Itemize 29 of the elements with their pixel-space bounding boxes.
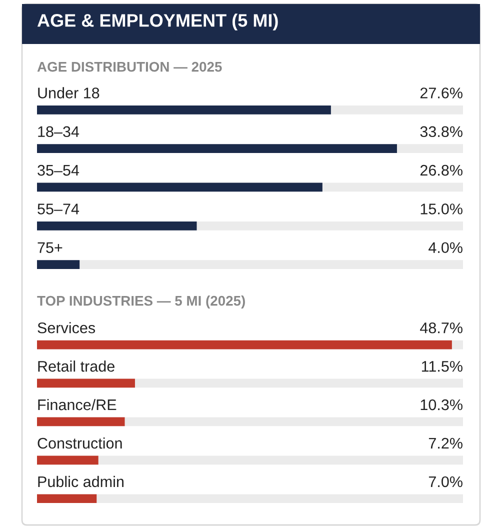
y-tick-label: 55–74 [38,204,80,214]
y-tick-label: 75+ [38,242,62,254]
y-tick-label: Retail trade [38,360,114,372]
data-label: 11.5% [422,361,462,372]
chart-title: TOP INDUSTRIES — 5 MI (2025) [37,296,245,308]
chart-title: AGE & EMPLOYMENT (5 MI) [37,14,278,30]
y-tick-label: Services [38,322,96,334]
y-tick-label: Finance/RE [38,398,116,410]
data-label: 10.3% [420,399,462,410]
bar [37,456,98,465]
data-label: 15.0% [420,204,462,214]
y-tick-label: Construction [38,437,122,449]
y-tick-label: Public admin [38,476,124,488]
data-label: 7.0% [428,476,462,488]
chart-subtitle: AGE DISTRIBUTION — 2025 [37,62,222,72]
y-tick-label: 35–54 [38,164,80,176]
bar [37,378,135,388]
bar [37,417,125,426]
data-label: 7.2% [428,438,462,449]
y-tick-label: 18–34 [38,126,80,138]
data-label: 48.7% [420,322,462,334]
bar [37,340,452,350]
data-label: 4.0% [428,242,462,254]
data-label: 33.8% [420,126,462,138]
bar [37,260,80,269]
bar [37,494,97,504]
data-label: 26.8% [420,164,462,176]
data-label: 27.6% [420,88,462,98]
y-tick-label: Under 18 [38,87,100,98]
